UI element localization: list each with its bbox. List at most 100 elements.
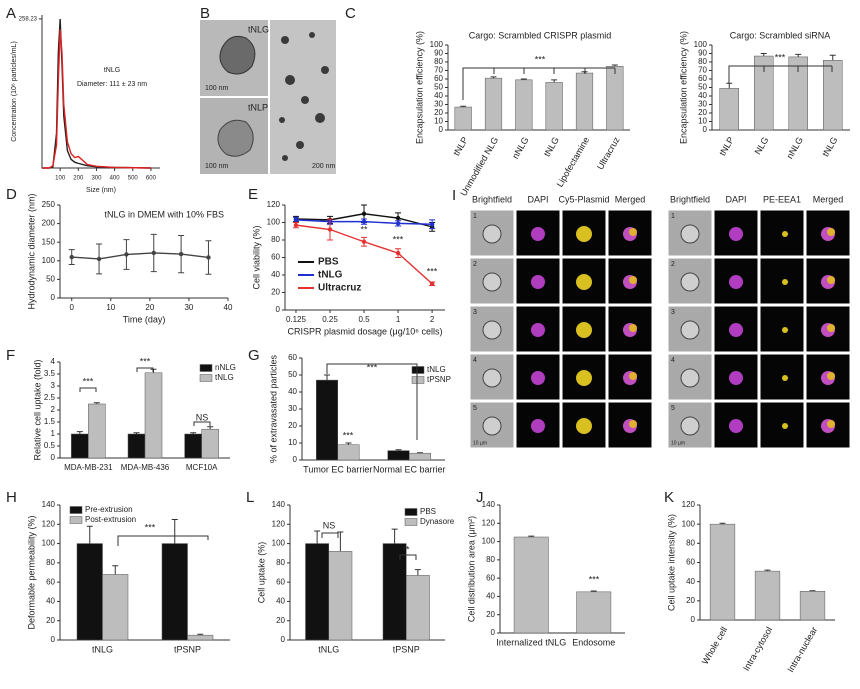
annotation: *** (140, 356, 151, 366)
x-tick-label: Endosome (572, 637, 615, 647)
y-tick-label: 70 (698, 66, 707, 75)
y-tick-label: 0 (51, 635, 56, 644)
series-line (42, 29, 151, 169)
y-tick-label: 60 (686, 558, 695, 567)
error-bar (171, 518, 178, 544)
cell (680, 368, 700, 388)
x-tick-label: 30 (184, 303, 193, 312)
y-tick-label: 1 (51, 429, 56, 438)
scale-label: 200 nm (312, 163, 336, 170)
x-tick-label: tNLP (717, 135, 736, 157)
signal (782, 327, 788, 333)
y-tick-label: 40 (486, 592, 495, 601)
signal (827, 276, 835, 284)
x-tick-label: tPSNP (174, 644, 201, 654)
bar (102, 574, 129, 641)
point (293, 222, 299, 228)
bar (606, 66, 624, 131)
x-tick-label: 300 (91, 176, 102, 182)
panel-i: I Brightfield 1 2 3 4 5 10 µm DAPI Cy5-Plasmid Mer… (452, 187, 851, 449)
column-header: DAPI (725, 194, 746, 204)
x-tick-label: 1 (396, 315, 401, 324)
nucleus (729, 371, 743, 385)
y-tick-label: 2.5 (44, 393, 56, 402)
y-tick-label: 50 (46, 275, 55, 284)
y-tick-label: 0 (276, 305, 281, 314)
signal (782, 231, 788, 237)
annotation: *** (83, 376, 94, 386)
point (151, 250, 156, 256)
row-number: 1 (671, 213, 675, 220)
bracket (728, 65, 832, 84)
x-axis-label: Size (nm) (86, 187, 116, 194)
y-tick-label: 20 (271, 288, 280, 297)
x-tick-label: NLG (753, 135, 771, 156)
x-tick-label: tNLG (820, 135, 839, 158)
error-bar (490, 76, 497, 79)
y-tick-label: 80 (434, 57, 443, 66)
y-axis-label: Cell uptake (%) (256, 542, 266, 604)
signal (827, 372, 835, 380)
y-tick-label: 0 (51, 293, 56, 302)
row-number: 2 (671, 261, 675, 268)
x-tick-label: MDA-MB-231 (64, 463, 113, 472)
chart: Cargo: Scrambled siRNA Encapsulation effi… (678, 30, 850, 161)
bar (576, 591, 612, 634)
micrograph (515, 353, 561, 401)
panel-letter: I (452, 187, 456, 204)
y-tick-label: 0 (439, 125, 444, 134)
panel-letter: B (200, 5, 210, 22)
y-tick-label: 30 (698, 100, 707, 109)
bracket (326, 363, 418, 440)
y-axis-label: Concentration (10⁶ particles/mL) (11, 41, 18, 142)
annotation: *** (343, 430, 354, 440)
error-bar (86, 525, 93, 544)
signal (629, 276, 637, 284)
error-bar (764, 569, 771, 572)
cell (482, 272, 502, 292)
y-axis-label: Relative cell uptake (fold) (32, 359, 42, 460)
column-header: Merged (615, 194, 646, 204)
y-tick-label: 70 (434, 66, 443, 75)
legend-label: PBS (420, 507, 436, 516)
y-tick-label: 80 (486, 555, 495, 564)
x-tick-label: Intra-cytosol (741, 625, 774, 672)
x-tick-label: 0.5 (358, 315, 370, 324)
nucleus (729, 275, 743, 289)
y-tick-label: 100 (482, 537, 496, 546)
x-tick-label: 500 (128, 176, 139, 182)
row-number: 4 (473, 357, 477, 364)
y-tick-label: 60 (434, 74, 443, 83)
error-bar (414, 569, 421, 576)
chart-title: Cargo: Scrambled CRISPR plasmid (469, 30, 612, 40)
y-tick-label: 80 (686, 538, 695, 547)
y-axis-label: % of extravasated particles (268, 354, 278, 463)
series-line (42, 19, 151, 169)
y-tick-label: 3.5 (44, 369, 56, 378)
y-tick-label: 20 (434, 108, 443, 117)
scale-label: 10 µm (473, 440, 487, 446)
row-number: 4 (671, 357, 675, 364)
column-header: Brightfield (472, 194, 512, 204)
bar (484, 77, 503, 131)
error-bar (528, 535, 535, 537)
y-tick-label: 20 (486, 610, 495, 619)
y-tick-label: 100 (272, 539, 286, 548)
column-header: DAPI (527, 194, 548, 204)
y-tick-label: 50 (434, 83, 443, 92)
y-tick-label: 30 (434, 100, 443, 109)
y-tick-label: 140 (482, 500, 496, 509)
y-tick-label: 20 (686, 596, 695, 605)
bar (513, 536, 549, 634)
y-tick-label: 0 (691, 615, 696, 624)
y-tick-label: 40 (288, 387, 297, 396)
y-tick-label: 90 (698, 49, 707, 58)
legend-label: tNLG (318, 270, 343, 281)
annotation: *** (775, 52, 786, 62)
point (178, 251, 184, 257)
error-bar (112, 565, 119, 575)
panel-letter: D (6, 186, 17, 203)
row-number: 3 (473, 309, 477, 316)
point (429, 281, 435, 286)
legend-swatch (69, 516, 83, 524)
